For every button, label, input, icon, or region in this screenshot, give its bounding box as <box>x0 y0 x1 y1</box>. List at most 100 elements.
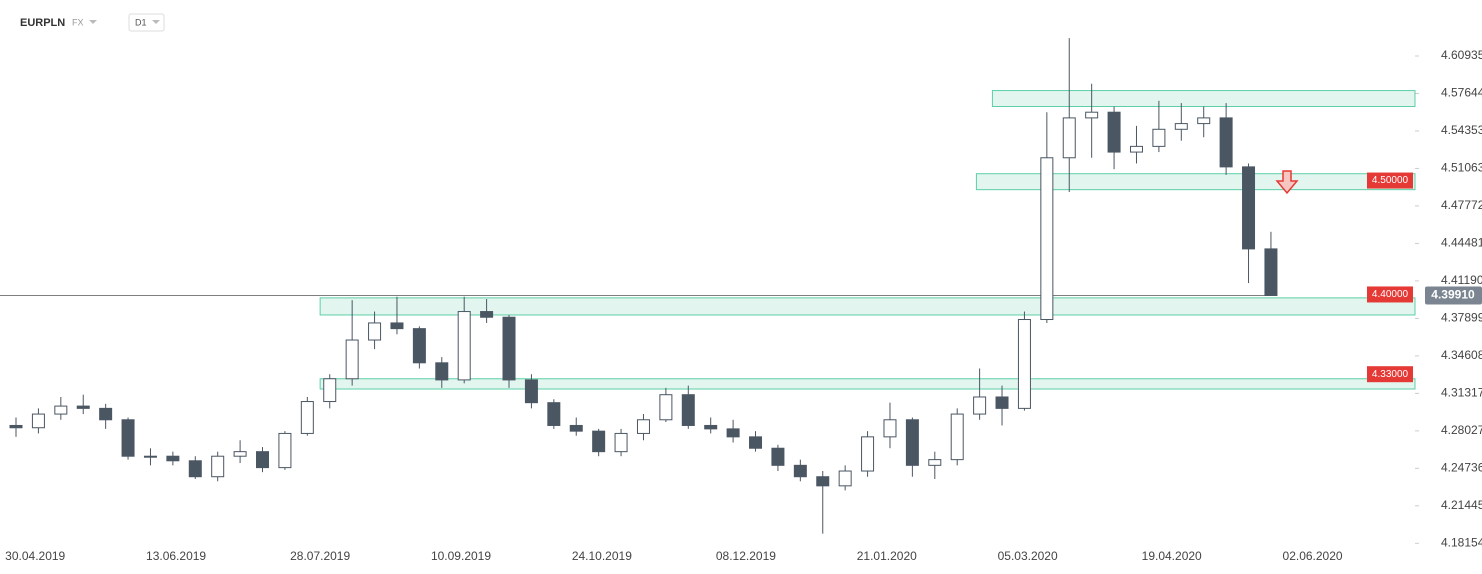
candle-body <box>950 413 964 461</box>
last-price-tag <box>1425 286 1482 305</box>
candle-body <box>1264 248 1278 296</box>
interval-box[interactable] <box>128 13 165 32</box>
candle-body <box>457 311 471 381</box>
candle-body <box>704 424 718 430</box>
candle-body <box>726 428 740 438</box>
level-label: 4.40000 <box>1372 289 1409 300</box>
candle-body <box>54 405 68 415</box>
candle-body <box>233 451 247 457</box>
candle-body <box>1017 319 1031 409</box>
candle-body <box>592 430 606 453</box>
y-tick-label: 4.51063 <box>1441 161 1482 175</box>
x-tick-label: 19.04.2020 <box>1142 549 1202 563</box>
candle-body <box>749 436 763 449</box>
dropdown-icon <box>89 20 97 24</box>
level-tag <box>1367 286 1413 303</box>
candle-body <box>816 476 830 487</box>
candle-body <box>1107 111 1121 153</box>
candle-body <box>368 322 382 341</box>
x-tick-label: 08.12.2019 <box>716 549 776 563</box>
x-tick-label: 30.04.2019 <box>5 549 65 563</box>
x-tick-label: 05.03.2020 <box>998 549 1058 563</box>
candle-body <box>1152 128 1166 147</box>
y-tick-label: 4.37899 <box>1441 311 1482 325</box>
candle-body <box>883 419 897 438</box>
zone <box>319 297 1416 316</box>
x-tick-label: 21.01.2020 <box>857 549 917 563</box>
candle-body <box>659 394 673 421</box>
y-tick-label: 4.21445 <box>1441 498 1482 512</box>
interval: D1 <box>135 17 147 27</box>
candle-body <box>1197 117 1211 125</box>
zone <box>319 378 1416 390</box>
candle-body <box>614 432 628 453</box>
candle-body <box>771 447 785 466</box>
level-tag <box>1367 366 1413 383</box>
candle-body <box>547 402 561 426</box>
zone <box>975 173 1416 191</box>
candle-body <box>211 455 225 478</box>
candle-body <box>1174 123 1188 130</box>
candle-body <box>1040 157 1054 321</box>
y-tick-label: 4.44481 <box>1441 236 1482 250</box>
candle-body <box>9 424 23 429</box>
candle-body <box>121 419 135 457</box>
y-tick-label: 4.31317 <box>1441 386 1482 400</box>
x-tick-label: 13.06.2019 <box>146 549 206 563</box>
dropdown-icon <box>152 20 160 24</box>
candle-body <box>278 432 292 469</box>
y-tick-label: 4.41190 <box>1441 273 1482 287</box>
y-tick-label: 4.28027 <box>1441 423 1482 437</box>
candle-body <box>390 322 404 330</box>
market[interactable]: FX <box>72 17 84 27</box>
candle-body <box>76 405 90 409</box>
x-tick-label: 24.10.2019 <box>572 549 632 563</box>
candle-body <box>256 451 270 469</box>
candle-body <box>995 396 1009 409</box>
candle-body <box>143 455 157 458</box>
candle-body <box>636 419 650 434</box>
candle-body <box>928 459 942 466</box>
candle-body <box>99 407 113 421</box>
y-tick-label: 4.47772 <box>1441 198 1482 212</box>
candle-body <box>166 455 180 462</box>
candle-body <box>905 419 919 466</box>
level-tag <box>1367 172 1413 189</box>
candle-body <box>1062 117 1076 159</box>
candle-body <box>1242 166 1256 250</box>
candle-body <box>412 328 426 364</box>
candle-body <box>524 379 538 404</box>
y-tick-label: 4.34608 <box>1441 348 1482 362</box>
y-tick-label: 4.18154 <box>1441 535 1482 549</box>
arrow-icon <box>1275 170 1299 195</box>
x-tick-label: 10.09.2019 <box>431 549 491 563</box>
level-label: 4.50000 <box>1372 175 1409 186</box>
candle-body <box>435 362 449 381</box>
candle-body <box>300 401 314 434</box>
candle-body <box>838 470 852 487</box>
zone <box>991 90 1416 108</box>
candle-body <box>31 413 45 429</box>
candle-body <box>1219 117 1233 168</box>
level-label: 4.33000 <box>1372 369 1409 380</box>
y-tick-label: 4.24736 <box>1441 461 1482 475</box>
candle-body <box>480 311 494 318</box>
last-price-label: 4.39910 <box>1431 288 1475 302</box>
candle-body <box>345 339 359 380</box>
candle-body <box>569 424 583 432</box>
symbol: EURPLN <box>20 17 65 29</box>
y-tick-label: 4.60935 <box>1441 48 1482 62</box>
candle-body <box>502 316 516 381</box>
candle-body <box>973 396 987 415</box>
x-tick-label: 02.06.2020 <box>1283 549 1343 563</box>
candle-body <box>861 436 875 472</box>
candle-body <box>1129 145 1143 153</box>
candle-body <box>188 460 202 478</box>
y-tick-label: 4.54353 <box>1441 123 1482 137</box>
candle-body <box>793 464 807 478</box>
x-tick-label: 28.07.2019 <box>290 549 350 563</box>
y-tick-label: 4.57644 <box>1441 86 1482 100</box>
plot: 4.18154 4.21445 4.24736 4.28027 4.31317 4.346… <box>0 38 1482 563</box>
